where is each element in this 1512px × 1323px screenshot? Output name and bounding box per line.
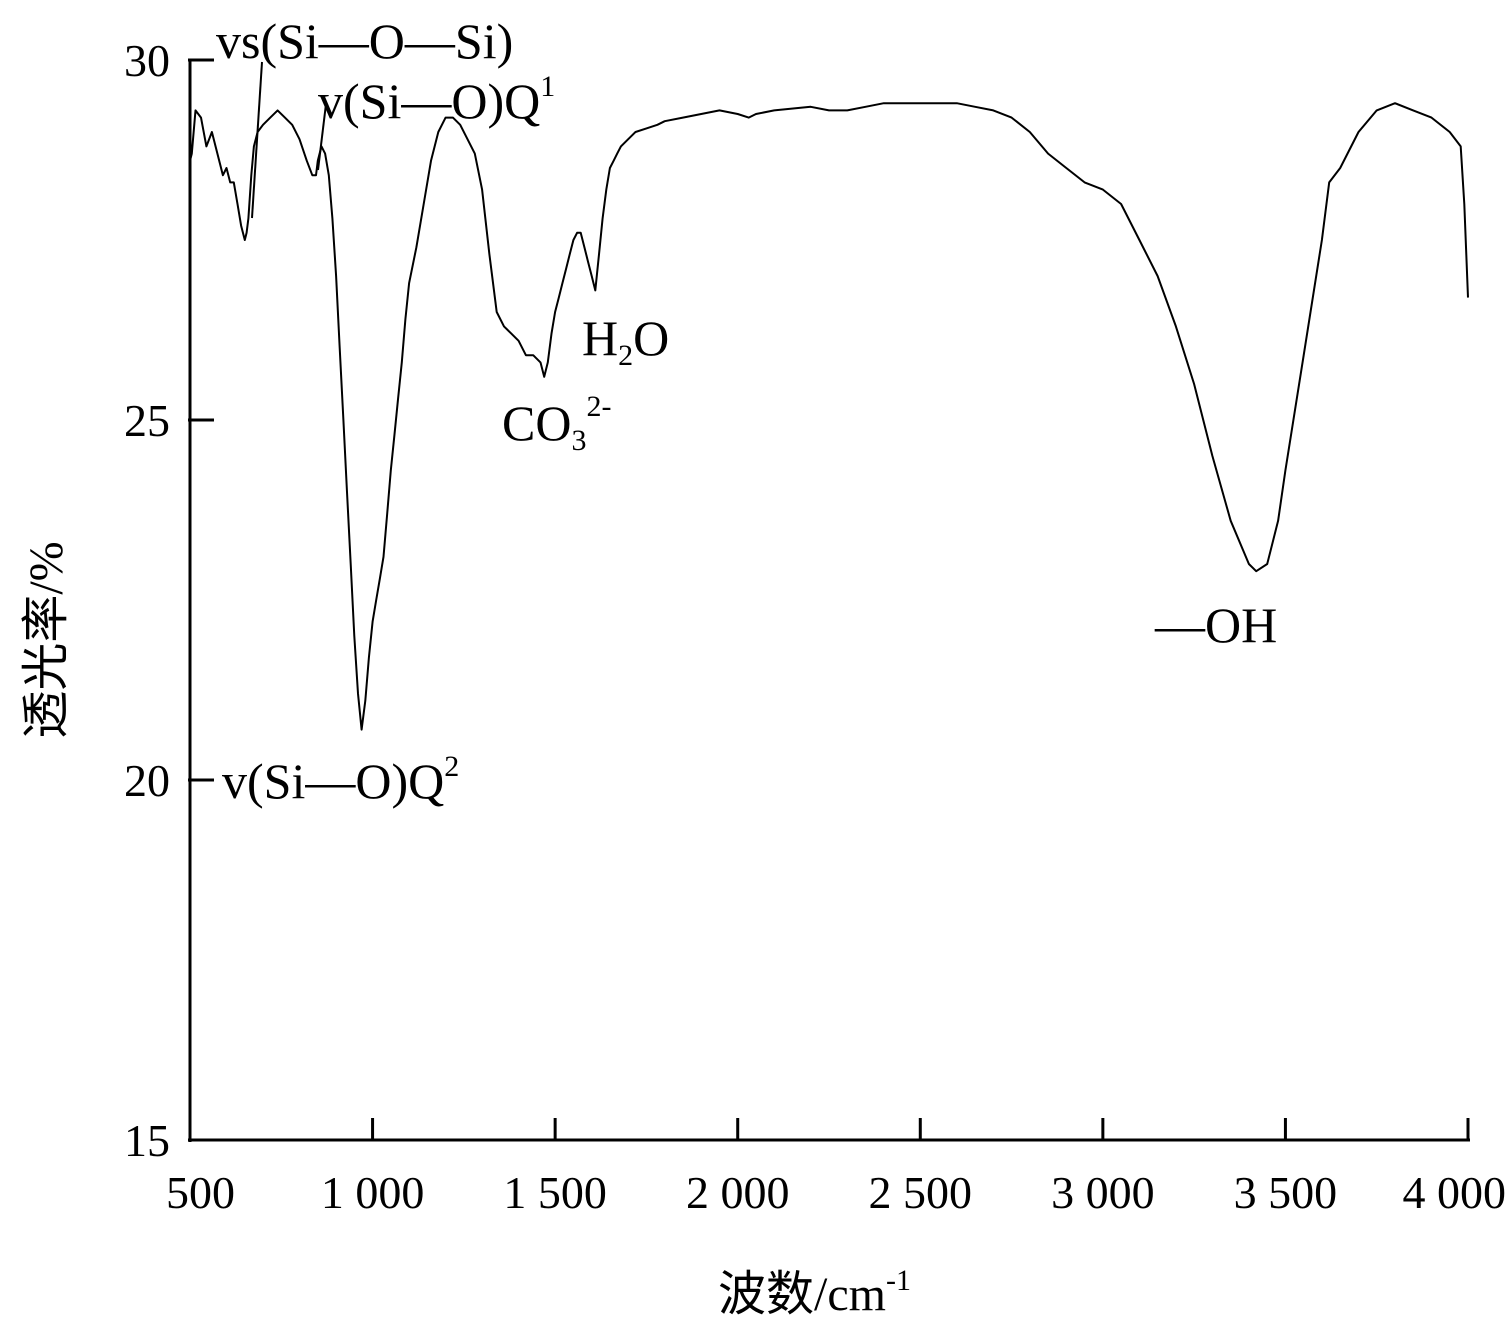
annotation-h2o: H2O (582, 310, 669, 372)
annotation-v-si-o-q2: v(Si—O)Q2 (222, 750, 459, 809)
y-ticks: 15 20 25 30 (124, 35, 214, 1166)
annotation-h2o-text: H (582, 310, 618, 366)
x-tick-label: 1 000 (321, 1167, 425, 1218)
y-tick-label: 20 (124, 755, 170, 806)
annotation-vs-leader (251, 61, 263, 219)
x-tick-label: 1 500 (503, 1167, 607, 1218)
annotation-co3-sup: 2- (586, 390, 611, 423)
x-axis-title-sup: -1 (886, 1264, 911, 1297)
annotation-q2-sup: 2 (444, 750, 459, 783)
annotation-q2-text: v(Si—O)Q (222, 753, 444, 809)
annotation-q1-sup: 1 (540, 70, 555, 103)
spectrum-line (189, 102, 1469, 731)
y-tick-label: 25 (124, 395, 170, 446)
annotation-v-si-o-q1: v(Si—O)Q1 (318, 70, 555, 129)
annotation-q1-text: v(Si—O)Q (318, 73, 540, 129)
x-ticks: 500 1 000 1 500 2 000 2 500 3 000 3 500 4 000 (166, 1118, 1506, 1218)
annotation-co3-text: CO (502, 395, 571, 451)
annotation-co3-sub: 3 (571, 424, 586, 457)
x-axis-title-text: 波数/cm (718, 1268, 886, 1321)
annotation-oh: —OH (1154, 597, 1277, 653)
series-group (189, 102, 1469, 731)
x-tick-label: 3 000 (1051, 1167, 1155, 1218)
annotation-h2o-after: O (633, 310, 669, 366)
annotation-q1-leader (317, 103, 327, 171)
x-tick-label: 3 500 (1234, 1167, 1338, 1218)
x-tick-label: 2 500 (869, 1167, 973, 1218)
annotation-co3: CO32- (502, 390, 611, 457)
y-axis-title: 透光率/% (20, 541, 73, 738)
x-tick-label: 4 000 (1403, 1167, 1507, 1218)
x-axis-title: 波数/cm-1 (718, 1264, 911, 1321)
x-tick-label: 500 (166, 1167, 235, 1218)
y-tick-label: 15 (124, 1115, 170, 1166)
y-tick-label: 30 (124, 35, 170, 86)
x-tick-label: 2 000 (686, 1167, 790, 1218)
annotation-vs-si-o-si: vs(Si—O—Si) (216, 13, 513, 69)
annotation-h2o-sub: 2 (618, 339, 633, 372)
